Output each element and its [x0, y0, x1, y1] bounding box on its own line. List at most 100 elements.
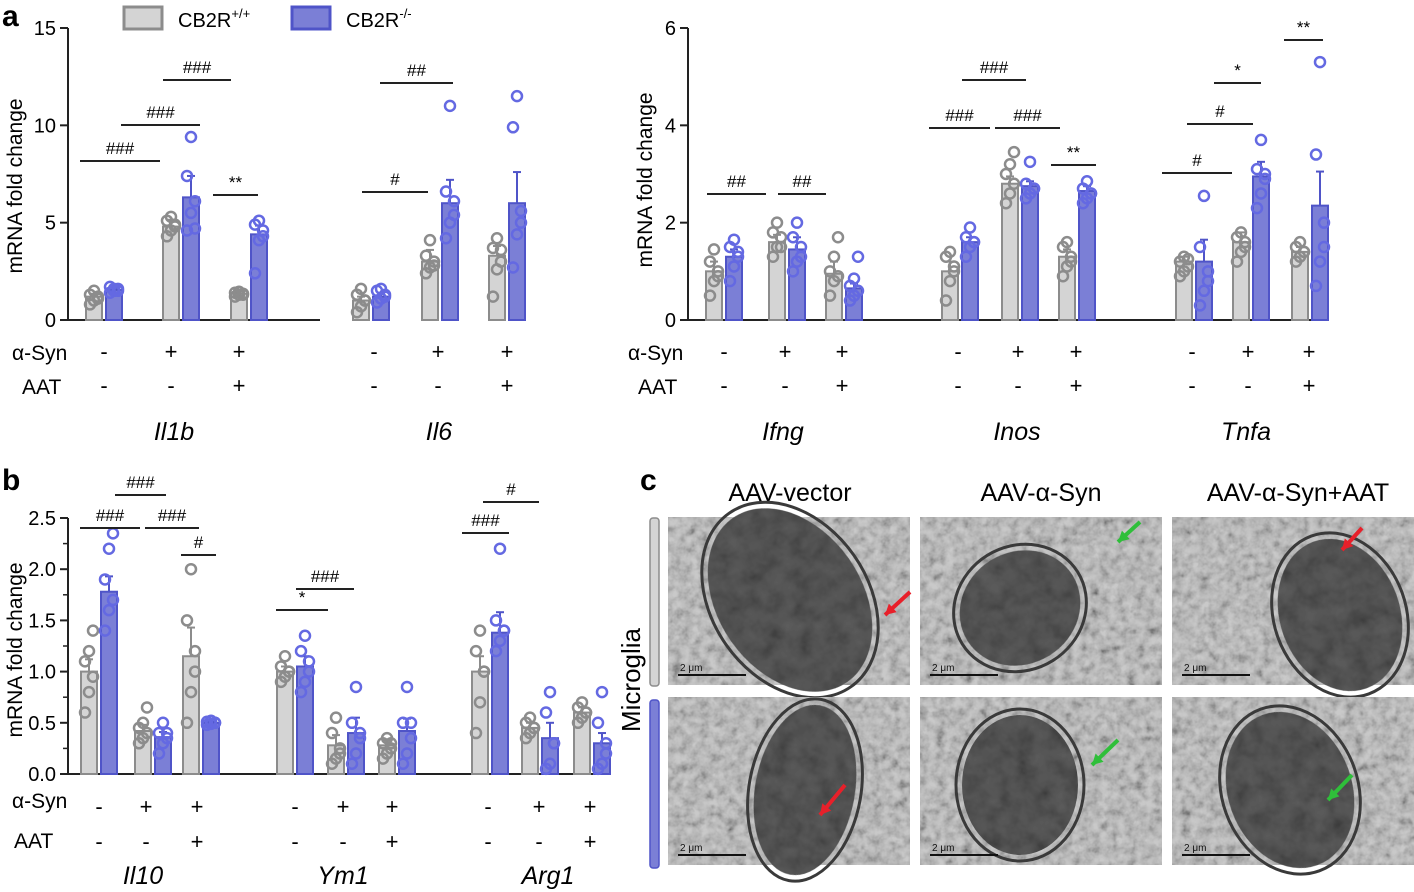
data-point [329, 711, 343, 724]
y-tick-label: 0.5 [28, 713, 56, 735]
aat-sign: - [434, 373, 441, 398]
data-point [180, 224, 194, 237]
aat-sign: + [1070, 373, 1083, 398]
red-arrow-head [820, 803, 832, 815]
data-point [400, 680, 414, 694]
aat-sign: - [370, 373, 377, 398]
data-point [298, 629, 312, 643]
data-point [469, 726, 483, 740]
row-label-aat-a-right: AAT [638, 376, 677, 399]
aat-sign: - [1014, 373, 1021, 398]
significance-label: ## [727, 172, 746, 191]
micrograph-2: 2 μm [920, 517, 1162, 685]
data-point [188, 222, 202, 235]
micrograph-5: 2 μm [920, 697, 1162, 865]
scale-bar-label: 2 μm [1184, 663, 1206, 674]
green-arrow-head [1118, 530, 1130, 542]
genotype-bar-ko [649, 699, 660, 869]
data-point [302, 655, 316, 668]
data-point [1297, 245, 1311, 259]
data-point [547, 737, 561, 750]
data-point [947, 260, 961, 273]
data-point [160, 726, 174, 740]
data-point [1064, 250, 1078, 263]
cell-membrane [1218, 704, 1362, 876]
data-point [358, 294, 372, 307]
aat-sign: + [836, 373, 849, 398]
data-point [248, 267, 262, 280]
panel-letter-c: c [640, 464, 657, 497]
aat-sign: - [535, 829, 542, 854]
data-point [404, 716, 418, 730]
data-point [823, 265, 837, 278]
significance-label: ### [945, 106, 974, 125]
data-point [595, 685, 609, 699]
data-point [400, 747, 414, 760]
asyn-sign: - [720, 339, 727, 364]
significance-label: ### [1013, 106, 1042, 125]
aat-sign: - [1244, 373, 1251, 398]
data-point [774, 240, 788, 254]
data-point [184, 206, 198, 220]
data-point [963, 221, 977, 234]
data-point [1254, 133, 1268, 147]
data-point [447, 208, 461, 222]
gene-label-ifng: Ifng [762, 418, 804, 446]
data-point [1193, 240, 1207, 254]
data-point [473, 624, 487, 637]
asyn-sign: + [386, 794, 399, 819]
aat-sign: + [584, 829, 597, 854]
data-point [439, 185, 453, 198]
asyn-sign: + [1242, 339, 1255, 364]
gene-label-il1b: Il1b [154, 418, 194, 446]
data-point [208, 716, 222, 730]
row-label-asyn-b: α-Syn [12, 790, 67, 813]
data-point [1313, 255, 1327, 268]
data-point [493, 634, 507, 648]
data-point [939, 294, 953, 307]
gene-label-il10: Il10 [123, 862, 163, 890]
significance-label: ** [1067, 143, 1081, 162]
data-point [236, 288, 250, 301]
data-point [152, 726, 166, 740]
scale-bar-label: 2 μm [1184, 843, 1206, 854]
data-point [1023, 155, 1037, 169]
significance-label: # [1215, 102, 1225, 121]
aat-sign: + [386, 829, 399, 854]
y-tick-label: 10 [34, 115, 56, 137]
gene-label-tnfa: Tnfa [1221, 418, 1271, 446]
data-point [1181, 252, 1195, 266]
data-point [427, 255, 441, 268]
data-point [766, 226, 780, 239]
aat-sign: - [100, 373, 107, 398]
data-point [539, 706, 553, 719]
data-point [514, 216, 528, 229]
significance-label: ** [1297, 18, 1311, 37]
y-tick-label: 0 [45, 310, 56, 332]
data-point [494, 255, 508, 268]
micrograph-1: 2 μm [668, 500, 912, 700]
y-tick-label: 0 [665, 310, 676, 332]
data-point [489, 614, 503, 627]
data-point [510, 89, 524, 103]
panel-c: AAV-vector AAV-α-Syn AAV-α-Syn+AAT Micro… [616, 479, 1414, 883]
cell-membrane [746, 697, 864, 883]
data-point [575, 696, 589, 709]
data-point [396, 716, 410, 730]
data-point [489, 644, 503, 658]
data-point [579, 706, 593, 719]
green-arrow-head [1328, 788, 1340, 800]
data-point [86, 670, 100, 683]
asyn-sign: + [233, 339, 246, 364]
aat-sign: + [233, 373, 246, 398]
aat-sign: - [142, 829, 149, 854]
cell-membrane [952, 542, 1088, 674]
y-tick-label: 4 [665, 115, 676, 137]
data-point [731, 250, 745, 263]
y-tick-label: 15 [34, 18, 56, 40]
data-point [353, 731, 367, 745]
bar-inos-ko [1078, 190, 1096, 321]
bar-il10-ko [100, 590, 118, 776]
